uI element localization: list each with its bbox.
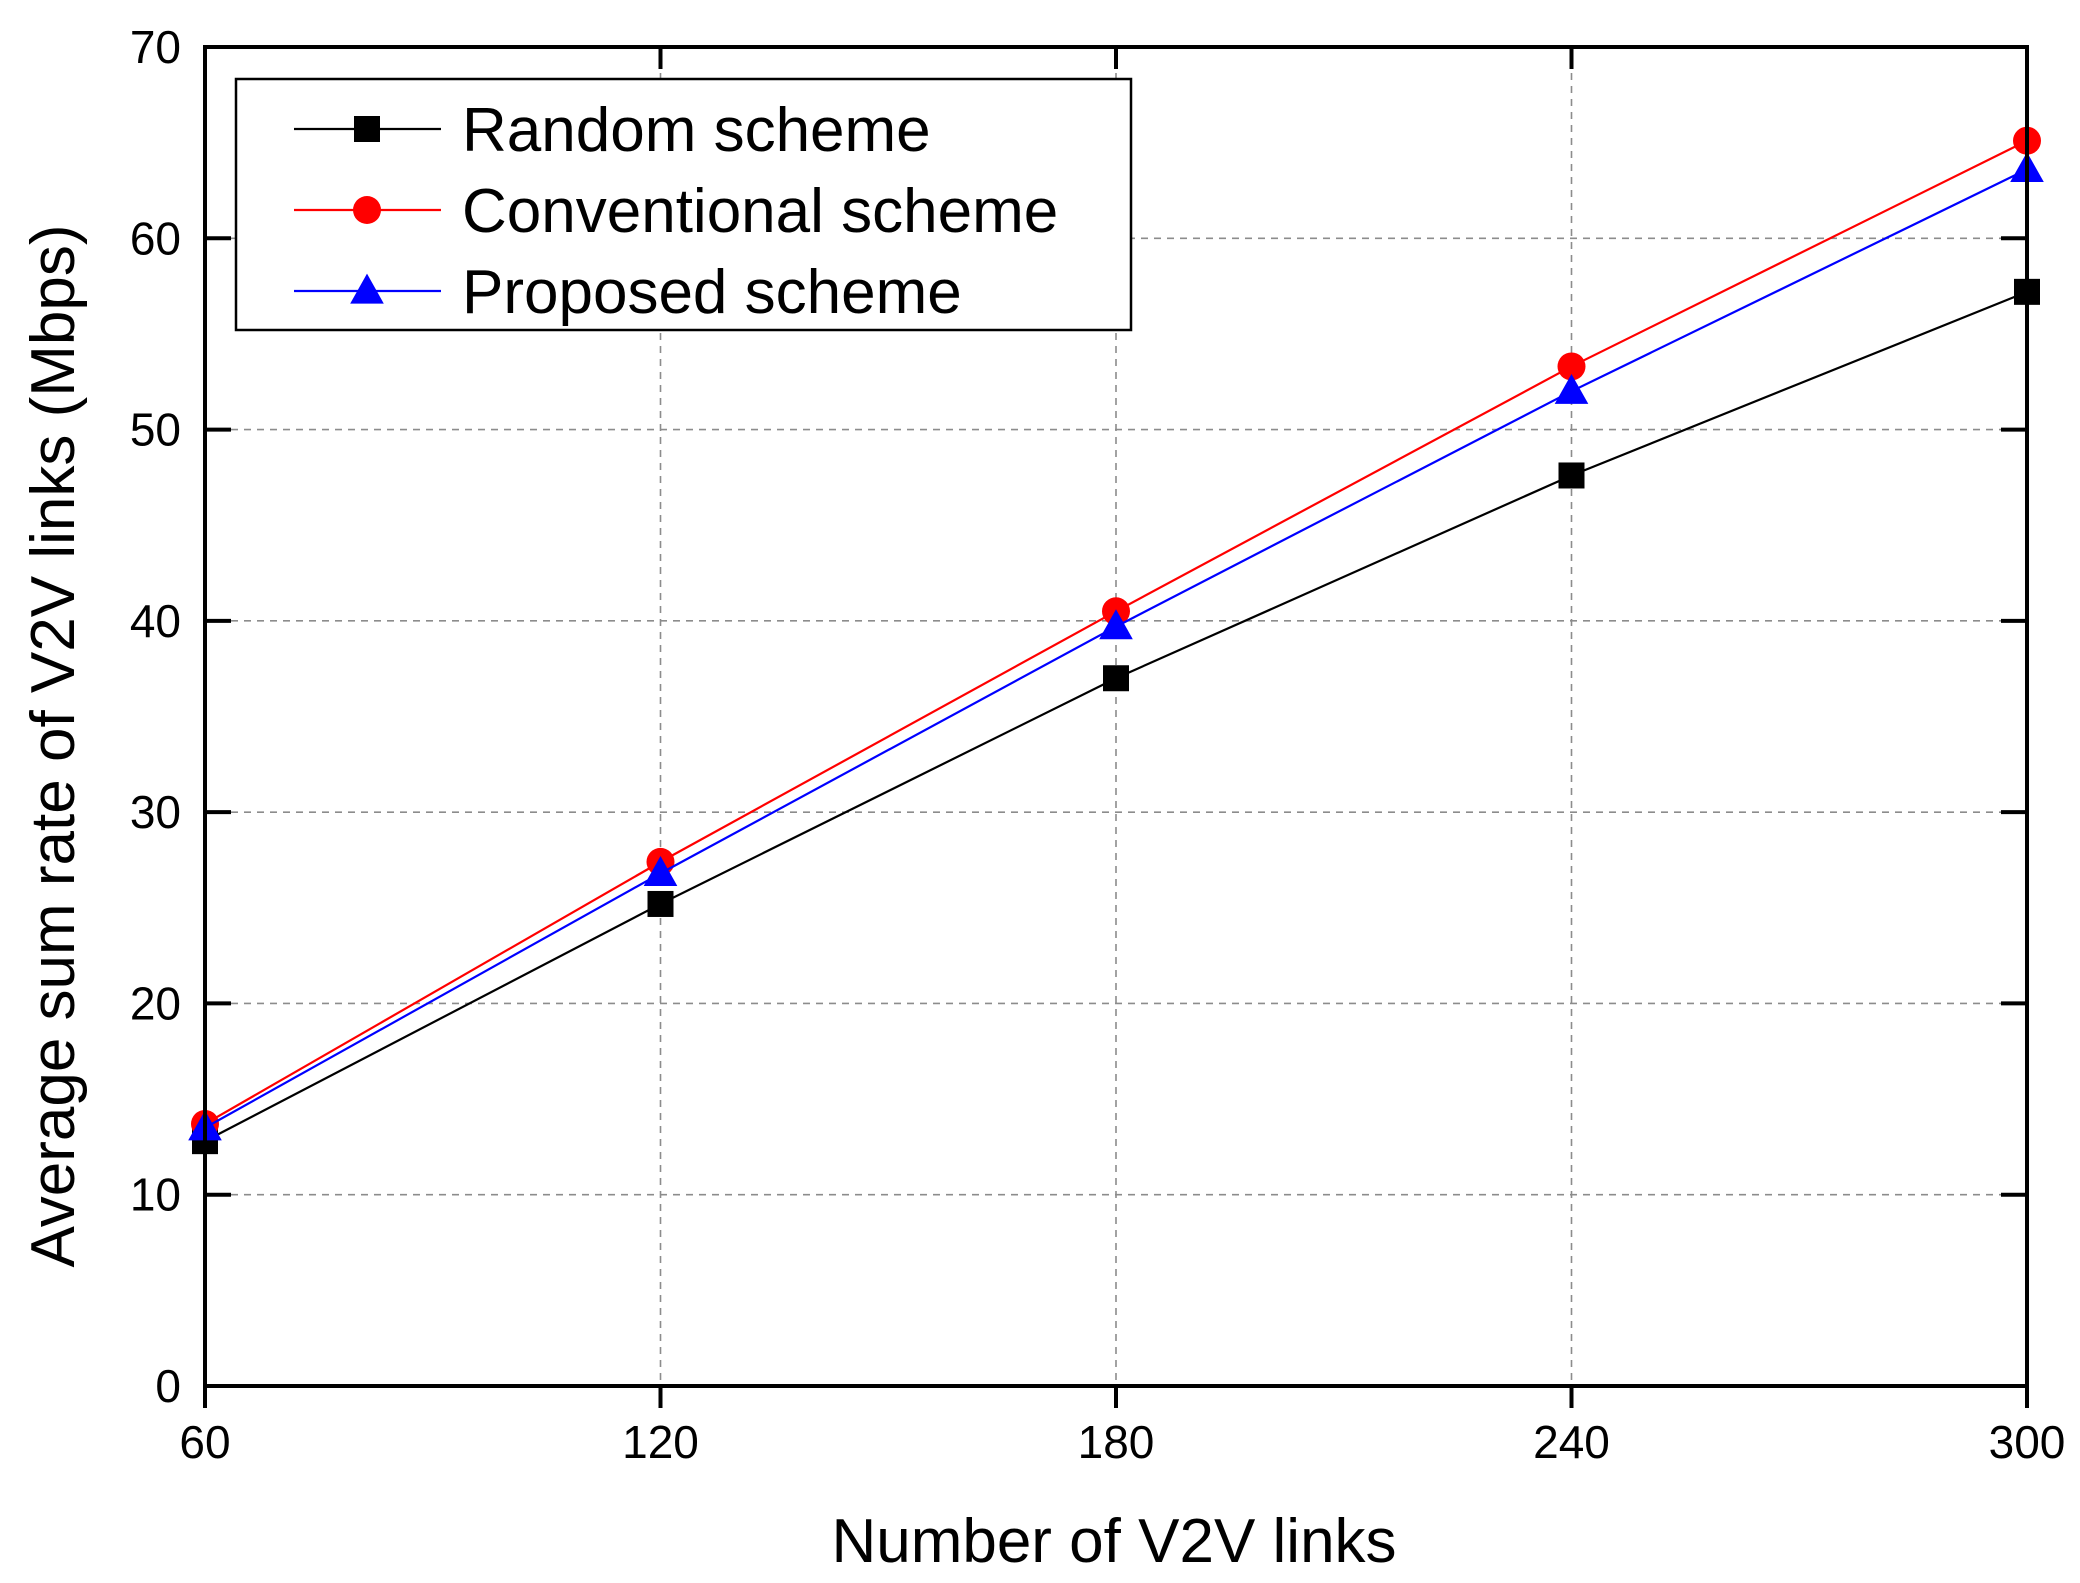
legend-marker-triangle (350, 273, 384, 304)
legend-label: Conventional scheme (462, 177, 1058, 246)
y-tick-label: 60 (130, 212, 181, 264)
legend-entry: Proposed scheme (294, 258, 962, 327)
legend-entry: Conventional scheme (294, 177, 1058, 246)
y-axis-label: Average sum rate of V2V links (Mbps) (19, 225, 88, 1268)
data-point-square (1103, 665, 1129, 692)
x-tick-label: 60 (179, 1416, 230, 1468)
y-tick-label: 20 (130, 977, 181, 1029)
legend-label: Proposed scheme (462, 258, 962, 327)
x-tick-label: 180 (1078, 1416, 1155, 1468)
data-point-triangle (1554, 373, 1589, 404)
x-axis-label: Number of V2V links (831, 1507, 1396, 1576)
x-tick-label: 300 (1989, 1416, 2066, 1468)
y-tick-label: 40 (130, 595, 181, 647)
y-tick-label: 10 (130, 1169, 181, 1221)
y-tick-label: 30 (130, 786, 181, 838)
axis-ticks: 0 10 20 30 40 50 60 70 60 120 180 240 300 (130, 21, 2066, 1468)
y-tick-label: 0 (155, 1360, 181, 1412)
legend-label: Random scheme (462, 96, 931, 165)
x-tick-label: 240 (1533, 1416, 1610, 1468)
legend-box (234, 77, 1133, 332)
x-tick-label: 120 (622, 1416, 699, 1468)
legend: Random scheme Conventional scheme Proposed… (234, 77, 1133, 332)
y-tick-label: 50 (130, 404, 181, 456)
legend-marker-square (354, 116, 380, 142)
data-point-circle (1557, 352, 1586, 381)
legend-entry: Random scheme (294, 96, 931, 165)
y-tick-label: 70 (130, 21, 181, 73)
legend-marker-circle (353, 196, 381, 224)
data-point-triangle (1099, 609, 1133, 640)
data-point-triangle (643, 855, 678, 886)
data-point-square (647, 890, 674, 917)
data-point-square (1558, 462, 1585, 489)
